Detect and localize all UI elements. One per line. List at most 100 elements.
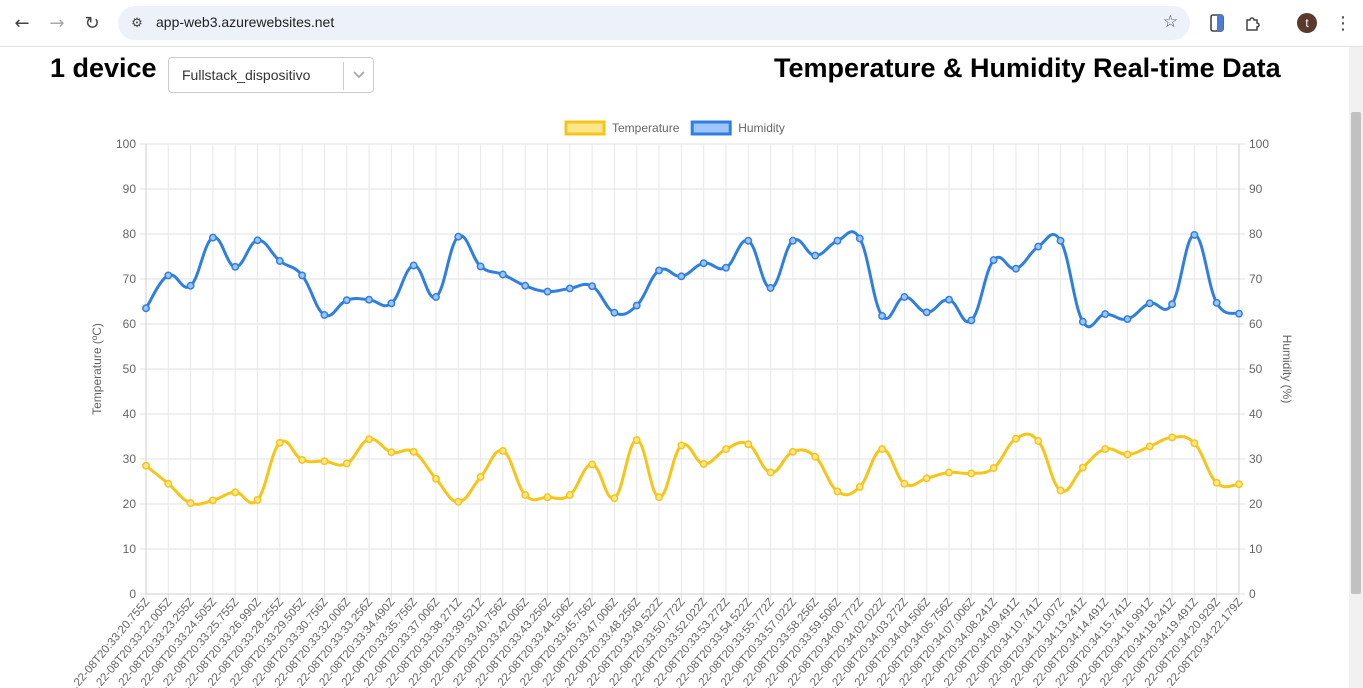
temperature-legend-label: Temperature — [612, 121, 680, 135]
humidity-point — [231, 262, 240, 271]
device-count-heading: 1 device — [50, 53, 157, 83]
y-tick-label-left: 20 — [123, 497, 137, 511]
temperature-point — [208, 496, 217, 505]
temperature-point — [498, 446, 507, 455]
temperature-point — [231, 488, 240, 497]
temperature-point — [744, 440, 753, 449]
humidity-point — [1011, 264, 1020, 273]
humidity-point — [186, 281, 195, 290]
temperature-point — [1101, 445, 1110, 454]
humidity-point — [677, 272, 686, 281]
temperature-point — [1123, 450, 1132, 459]
phone-icon[interactable] — [1206, 12, 1228, 34]
bookmark-star-icon[interactable]: ☆ — [1162, 12, 1178, 32]
temperature-point — [342, 459, 351, 468]
y-tick-label-right: 20 — [1249, 497, 1263, 511]
y-tick-label-left: 80 — [123, 227, 137, 241]
y-tick-label-right: 90 — [1249, 182, 1263, 196]
humidity-point — [543, 287, 552, 296]
temperature-point — [922, 474, 931, 483]
temperature-point — [1145, 442, 1154, 451]
temperature-point — [521, 491, 530, 499]
humidity-point — [878, 311, 887, 320]
url-text[interactable]: app-web3.azurewebsites.net — [156, 14, 335, 30]
temperature-point — [945, 468, 953, 477]
temperature-point — [387, 448, 396, 457]
temperature-point — [320, 457, 329, 466]
humidity-point — [164, 271, 173, 280]
humidity-point — [142, 304, 150, 313]
temperature-point — [1212, 478, 1221, 487]
humidity-point — [387, 299, 396, 308]
temperature-point — [699, 460, 708, 468]
humidity-point — [342, 296, 351, 305]
device-select-separator — [343, 62, 344, 90]
more-menu-icon[interactable]: ⋮ — [1334, 12, 1352, 34]
temperature-point — [989, 464, 998, 472]
humidity-legend-label: Humidity — [738, 121, 785, 135]
temperature-point — [900, 479, 909, 488]
humidity-point — [610, 308, 619, 317]
y-axis-title-right: Humidity (%) — [1280, 335, 1294, 404]
temperature-point — [365, 435, 374, 444]
y-tick-label-left: 10 — [123, 542, 137, 556]
reload-icon[interactable]: ↻ — [84, 12, 100, 34]
y-tick-label-left: 90 — [123, 182, 137, 196]
y-tick-label-right: 10 — [1249, 542, 1263, 556]
humidity-point — [253, 236, 262, 245]
y-tick-label-left: 50 — [123, 362, 137, 376]
back-icon[interactable]: ← — [14, 12, 30, 34]
humidity-point — [275, 257, 284, 265]
humidity-point — [1190, 230, 1199, 239]
temperature-point — [186, 499, 195, 508]
site-info-icon[interactable]: ⚙ — [131, 15, 143, 31]
y-tick-label-right: 70 — [1249, 272, 1263, 286]
humidity-point — [922, 308, 931, 317]
temperature-point — [1034, 437, 1043, 445]
temperature-legend-swatch — [564, 120, 606, 136]
humidity-point — [722, 263, 730, 272]
chevron-down-icon[interactable] — [350, 66, 368, 84]
humidity-point — [900, 293, 909, 301]
line-chart: 0 0 10 10 20 20 30 30 40 40 50 50 60 60 70 70 80 80 90 90 10… — [65, 120, 1294, 688]
y-tick-label-right: 80 — [1249, 227, 1263, 241]
temperature-point — [967, 469, 976, 478]
page-title: Temperature & Humidity Real-time Data — [774, 53, 1281, 83]
humidity-point — [811, 251, 820, 260]
temperature-point — [878, 445, 887, 454]
temperature-point — [476, 473, 485, 481]
temperature-point — [298, 455, 307, 464]
humidity-point — [1034, 242, 1043, 251]
humidity-point — [989, 256, 998, 265]
temperature-point — [1011, 434, 1020, 443]
forward-icon[interactable]: → — [49, 12, 65, 34]
humidity-point — [632, 301, 641, 310]
humidity-point — [298, 271, 307, 280]
y-tick-label-right: 0 — [1249, 587, 1256, 601]
humidity-point — [1145, 299, 1154, 308]
y-tick-label-left: 70 — [123, 272, 137, 286]
address-bar[interactable]: ⚙ app-web3.azurewebsites.net ☆ — [118, 6, 1190, 40]
humidity-point — [1235, 309, 1243, 318]
temperature-point — [588, 460, 597, 469]
y-tick-label-right: 50 — [1249, 362, 1263, 376]
temperature-point — [565, 491, 574, 499]
scrollbar-thumb[interactable] — [1351, 112, 1361, 594]
temperature-point — [1190, 439, 1199, 448]
temperature-point — [275, 438, 284, 447]
humidity-point — [565, 284, 574, 293]
temperature-point — [722, 445, 730, 454]
browser-toolbar: ← → ↻ ⚙ app-web3.azurewebsites.net ☆ t ⋮ — [0, 0, 1363, 47]
device-select[interactable]: Fullstack_dispositivo — [168, 57, 374, 93]
humidity-legend-swatch — [690, 120, 732, 136]
temperature-point — [454, 497, 463, 506]
temperature-point — [766, 468, 775, 477]
y-tick-label-right: 30 — [1249, 452, 1263, 466]
extensions-icon[interactable] — [1242, 12, 1264, 34]
y-tick-label-left: 40 — [123, 407, 137, 421]
y-tick-label-left: 30 — [123, 452, 137, 466]
avatar[interactable]: t — [1297, 13, 1317, 33]
humidity-point — [855, 234, 864, 243]
humidity-point — [432, 293, 440, 301]
temperature-point — [833, 487, 842, 496]
